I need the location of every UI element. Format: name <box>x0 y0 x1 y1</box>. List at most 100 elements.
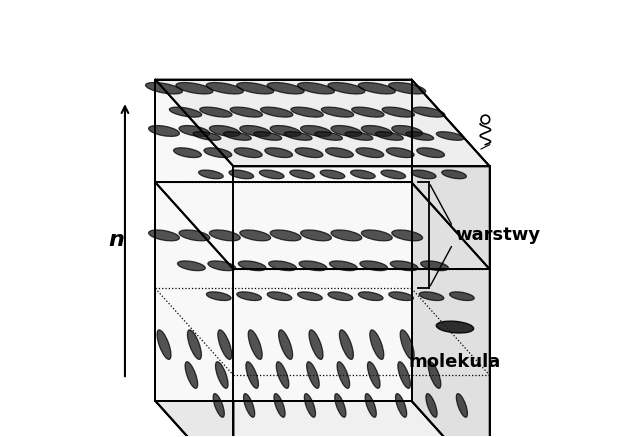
Ellipse shape <box>406 132 434 140</box>
Ellipse shape <box>362 230 392 241</box>
Ellipse shape <box>265 148 293 158</box>
Ellipse shape <box>185 362 198 388</box>
Ellipse shape <box>200 107 232 117</box>
Ellipse shape <box>392 125 423 136</box>
Ellipse shape <box>392 230 423 241</box>
Ellipse shape <box>206 83 243 94</box>
Ellipse shape <box>325 148 353 158</box>
Ellipse shape <box>209 125 240 136</box>
Ellipse shape <box>419 292 444 301</box>
Ellipse shape <box>339 330 353 359</box>
Polygon shape <box>155 80 233 437</box>
Ellipse shape <box>421 261 449 271</box>
Ellipse shape <box>291 107 324 117</box>
Ellipse shape <box>426 394 437 417</box>
Ellipse shape <box>240 230 270 241</box>
Ellipse shape <box>315 132 343 140</box>
Ellipse shape <box>229 170 253 179</box>
Ellipse shape <box>179 125 210 136</box>
Ellipse shape <box>179 230 210 241</box>
Ellipse shape <box>335 394 346 417</box>
Ellipse shape <box>301 125 331 136</box>
Ellipse shape <box>386 148 414 158</box>
Ellipse shape <box>442 170 466 179</box>
Ellipse shape <box>238 261 266 271</box>
Ellipse shape <box>213 394 224 417</box>
Ellipse shape <box>449 292 474 301</box>
Ellipse shape <box>178 261 205 271</box>
Polygon shape <box>411 80 490 437</box>
Ellipse shape <box>321 107 354 117</box>
Ellipse shape <box>345 132 373 140</box>
Ellipse shape <box>208 261 236 271</box>
Ellipse shape <box>337 362 349 388</box>
Ellipse shape <box>204 148 232 158</box>
Ellipse shape <box>367 362 380 388</box>
Ellipse shape <box>240 125 270 136</box>
Ellipse shape <box>358 83 395 94</box>
Ellipse shape <box>360 261 387 271</box>
Text: n: n <box>108 230 125 250</box>
Ellipse shape <box>267 83 304 94</box>
Ellipse shape <box>365 394 376 417</box>
Ellipse shape <box>254 132 282 140</box>
Ellipse shape <box>329 261 357 271</box>
Ellipse shape <box>382 107 415 117</box>
Ellipse shape <box>267 292 292 301</box>
Ellipse shape <box>246 362 258 388</box>
Ellipse shape <box>248 330 262 359</box>
Ellipse shape <box>260 107 293 117</box>
Ellipse shape <box>237 292 262 301</box>
Polygon shape <box>155 80 411 401</box>
Ellipse shape <box>351 170 375 179</box>
Ellipse shape <box>188 330 202 359</box>
Polygon shape <box>155 401 490 437</box>
Ellipse shape <box>356 148 384 158</box>
Ellipse shape <box>269 261 296 271</box>
Ellipse shape <box>411 170 436 179</box>
Ellipse shape <box>309 330 323 359</box>
Ellipse shape <box>198 170 223 179</box>
Ellipse shape <box>307 362 319 388</box>
Ellipse shape <box>243 394 255 417</box>
Ellipse shape <box>276 362 289 388</box>
Ellipse shape <box>157 330 171 359</box>
Ellipse shape <box>456 394 468 417</box>
Ellipse shape <box>358 292 383 301</box>
Text: molekula: molekula <box>409 353 501 371</box>
Ellipse shape <box>224 132 252 140</box>
Ellipse shape <box>149 125 179 136</box>
Ellipse shape <box>295 148 323 158</box>
Ellipse shape <box>413 107 445 117</box>
Ellipse shape <box>428 362 441 388</box>
Ellipse shape <box>259 170 284 179</box>
Ellipse shape <box>279 330 293 359</box>
Ellipse shape <box>331 125 362 136</box>
Ellipse shape <box>209 230 240 241</box>
Ellipse shape <box>270 230 301 241</box>
Ellipse shape <box>352 107 384 117</box>
Ellipse shape <box>331 230 362 241</box>
Ellipse shape <box>305 394 315 417</box>
Ellipse shape <box>370 330 384 359</box>
Ellipse shape <box>193 132 221 140</box>
Ellipse shape <box>289 170 315 179</box>
Ellipse shape <box>400 330 414 359</box>
Ellipse shape <box>320 170 345 179</box>
Ellipse shape <box>298 292 322 301</box>
Ellipse shape <box>174 148 202 158</box>
Ellipse shape <box>145 83 183 94</box>
Ellipse shape <box>299 261 327 271</box>
Ellipse shape <box>381 170 406 179</box>
Text: warstwy: warstwy <box>455 226 540 244</box>
Ellipse shape <box>237 83 274 94</box>
Ellipse shape <box>230 107 262 117</box>
Ellipse shape <box>234 148 262 158</box>
Ellipse shape <box>216 362 228 388</box>
Ellipse shape <box>416 148 444 158</box>
Ellipse shape <box>375 132 403 140</box>
Ellipse shape <box>328 83 365 94</box>
Polygon shape <box>155 80 490 166</box>
Ellipse shape <box>391 261 418 271</box>
Ellipse shape <box>398 362 410 388</box>
